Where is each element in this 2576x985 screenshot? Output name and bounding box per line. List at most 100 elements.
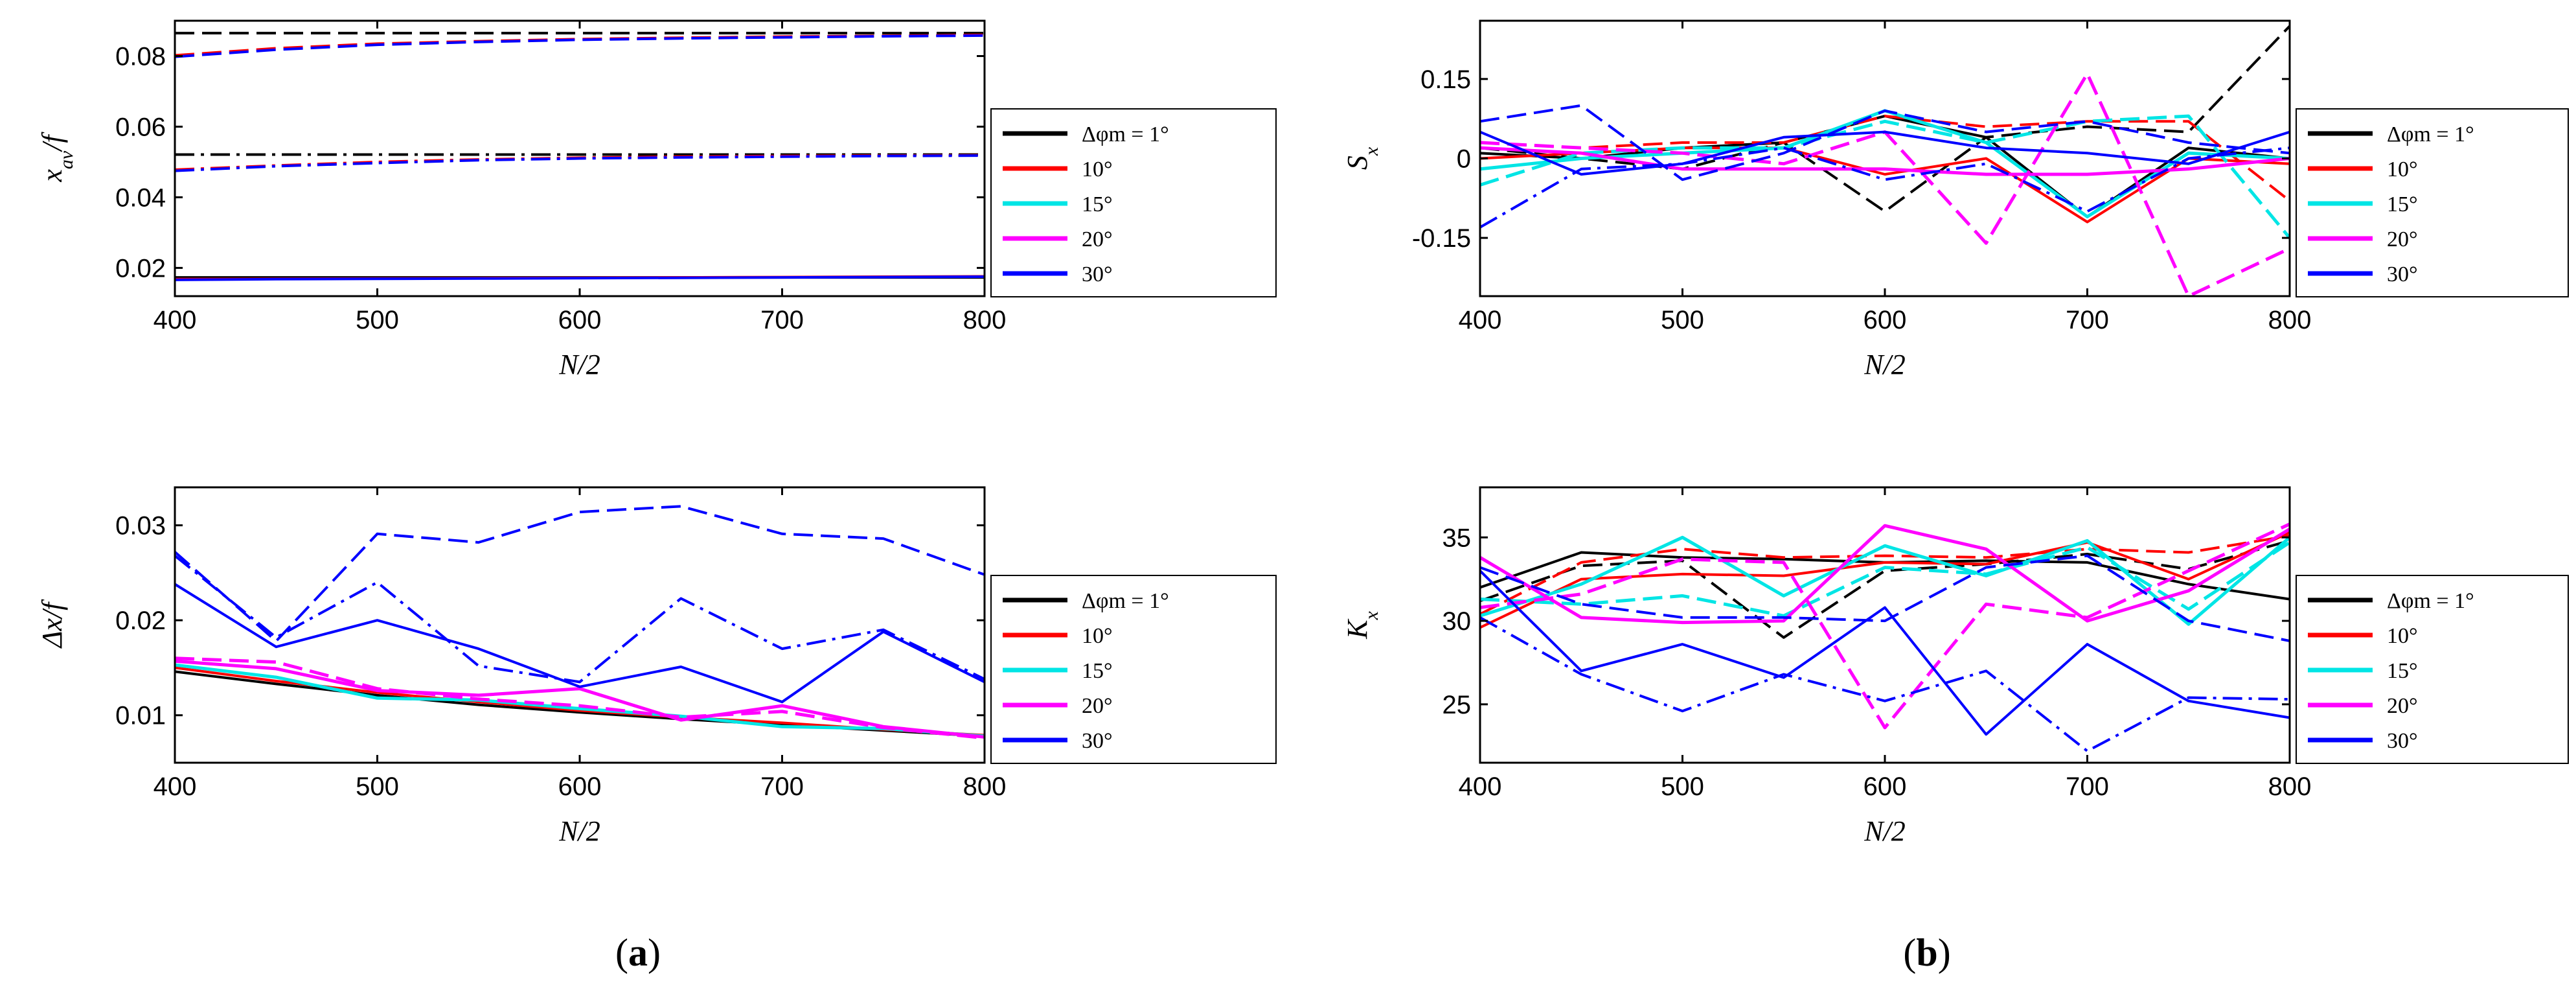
plot-frame: [1479, 486, 2291, 764]
x-axis-label: N/2: [1864, 815, 1906, 847]
x-tick-label: 400: [154, 306, 197, 334]
x-tick-label: 600: [558, 306, 602, 334]
x-axis-label: N/2: [1864, 349, 1906, 380]
legend-label: 15°: [2387, 192, 2418, 216]
legend-label: 30°: [1082, 262, 1113, 286]
legend-label: 20°: [2387, 694, 2418, 718]
legend-label: 30°: [2387, 262, 2418, 286]
legend-label: 15°: [1082, 192, 1113, 216]
x-tick-label: 800: [2268, 772, 2312, 801]
panel-label-a: (a): [615, 931, 661, 974]
series-line-15-solid: [175, 663, 985, 738]
x-tick-label: 700: [2066, 306, 2109, 334]
y-axis-label: Δx/f: [36, 599, 68, 649]
series-line-30-dashdot: [175, 154, 985, 172]
chart-root: 400 500 600 700 800 0.02 0.04 0.06 0.08 N/2 xav/f Δ…: [36, 19, 2569, 847]
series-group: [175, 32, 985, 281]
legend-label: Δφm = 1°: [1082, 122, 1169, 146]
legend-label: 10°: [2387, 624, 2418, 648]
legend: Δφm = 1° 10° 15° 20° 30°: [2296, 575, 2569, 764]
x-axis-label: N/2: [558, 349, 600, 380]
legend-label: 20°: [1082, 227, 1113, 251]
y-tick-label: 0.01: [115, 702, 166, 730]
series-line-30-solid: [1480, 130, 2290, 176]
legend-label: 15°: [2387, 659, 2418, 683]
series-group: [175, 505, 985, 740]
y-tick-label: 30: [1442, 607, 1472, 636]
y-axis-label: xav/f: [36, 132, 77, 183]
series-line-30-dashdot: [1480, 616, 2290, 752]
series-line-30-solid: [175, 275, 985, 281]
y-tick-label: 0.06: [115, 113, 166, 141]
legend-label: 10°: [2387, 157, 2418, 181]
legend-label: Δφm = 1°: [1082, 589, 1169, 613]
series-line-15-solid: [1480, 109, 2290, 218]
y-tick-label: 0.08: [115, 42, 166, 71]
x-tick-label: 600: [1864, 772, 1907, 801]
series-line-20-dash: [175, 656, 985, 740]
series-line-20-dash: [1480, 522, 2290, 730]
y-tick-label: 0: [1457, 145, 1471, 174]
legend: Δφm = 1° 10° 15° 20° 30°: [2296, 108, 2569, 297]
x-tick-label: 500: [356, 306, 399, 334]
chart-sx: 400 500 600 700 800 -0.15 0 0.15 N/2 Sx Δφm = 1° 10…: [1341, 19, 2569, 380]
x-axis-label: N/2: [558, 815, 600, 847]
legend-label: 20°: [1082, 694, 1113, 718]
series-line-30-dash: [175, 505, 985, 643]
chart-dx: 400 500 600 700 800 0.01 0.02 0.03 N/2 Δx/f Δφm = …: [36, 486, 1277, 847]
legend-label: 30°: [1082, 729, 1113, 753]
series-line-20-solid: [1480, 146, 2290, 176]
x-tick-label: 400: [1459, 772, 1502, 801]
series-group: [1480, 25, 2290, 296]
series-line-20-dash: [1480, 72, 2290, 296]
y-tick-label: 25: [1442, 691, 1472, 719]
series-line-10-solid: [1480, 531, 2290, 629]
legend-label: 15°: [1082, 659, 1113, 683]
legend-label: 10°: [1082, 157, 1113, 181]
panel-label-b: (b): [1903, 931, 1950, 974]
x-tick-label: 400: [1459, 306, 1502, 334]
series-line-30-solid: [1480, 570, 2290, 736]
x-tick-label: 500: [356, 772, 399, 801]
series-line-10-dash: [175, 33, 985, 57]
x-tick-label: 600: [558, 772, 602, 801]
y-tick-label: 0.03: [115, 512, 166, 540]
legend: Δφm = 1° 10° 15° 20° 30°: [990, 108, 1277, 297]
legend-label: 20°: [2387, 227, 2418, 251]
y-tick-label: 35: [1442, 524, 1472, 552]
x-tick-label: 700: [2066, 772, 2109, 801]
y-axis-label: Sx: [1341, 146, 1382, 170]
series-line-1-dash: [1480, 25, 2290, 213]
series-line-30-solid: [175, 583, 985, 704]
series-line-15-dash: [1480, 540, 2290, 618]
series-group: [1480, 522, 2290, 752]
x-tick-label: 700: [760, 772, 804, 801]
y-tick-label: 0.02: [115, 254, 166, 283]
series-line-30-dashdot: [175, 554, 985, 684]
x-tick-label: 500: [1661, 772, 1704, 801]
legend-label: Δφm = 1°: [2387, 589, 2474, 613]
x-tick-label: 800: [963, 772, 1007, 801]
y-tick-label: 0.04: [115, 183, 166, 212]
series-line-20-solid: [1480, 524, 2290, 625]
x-tick-label: 700: [760, 306, 804, 334]
x-tick-label: 400: [154, 772, 197, 801]
series-line-15-solid: [1480, 535, 2290, 626]
series-line-30-dash: [1480, 104, 2290, 181]
legend: Δφm = 1° 10° 15° 20° 30°: [990, 575, 1277, 764]
x-tick-label: 800: [2268, 306, 2312, 334]
y-tick-label: 0.15: [1420, 65, 1471, 94]
series-line-15-dash: [1480, 114, 2290, 239]
y-tick-label: 0.02: [115, 607, 166, 635]
series-line-10-dash: [1480, 534, 2290, 616]
x-tick-label: 500: [1661, 306, 1704, 334]
series-line-30-dash: [1480, 554, 2290, 642]
series-line-10-dash: [1480, 115, 2290, 202]
y-axis-label: Kx: [1341, 610, 1382, 639]
series-line-1-dash: [1480, 539, 2290, 639]
series-line-30-dashdot: [1480, 146, 2290, 229]
chart-kx: 400 500 600 700 800 25 30 35 N/2 Kx Δφm = 1° 10° 15°…: [1341, 486, 2569, 847]
y-tick-label: -0.15: [1412, 224, 1471, 253]
chart-xav: 400 500 600 700 800 0.02 0.04 0.06 0.08 N/2 xav/f Δ…: [36, 19, 1277, 380]
